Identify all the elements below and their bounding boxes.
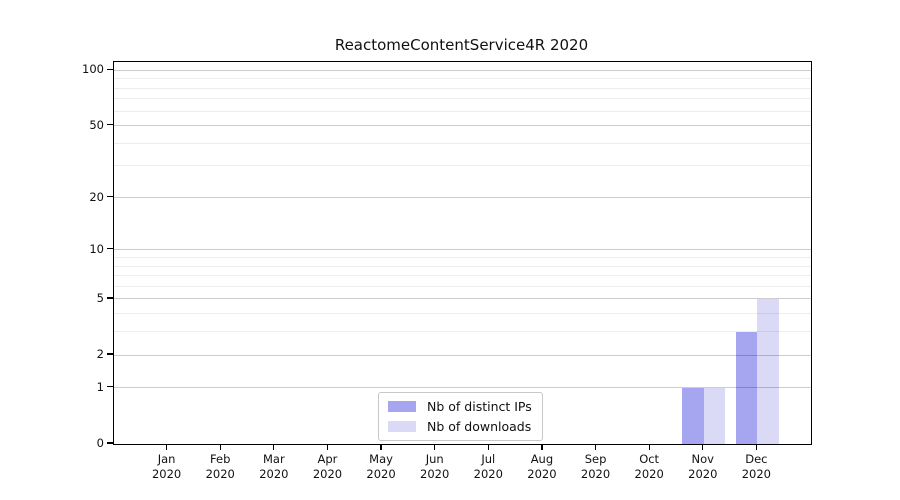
legend-swatch xyxy=(388,401,416,412)
bar-downloads-nov xyxy=(703,387,726,444)
x-axis-tick-mark xyxy=(380,444,382,450)
x-axis-tick-label: Dec 2020 xyxy=(741,452,772,481)
x-axis-tick-label: Sep 2020 xyxy=(580,452,611,481)
gridline-minor-30 xyxy=(114,165,811,167)
y-axis-tick-label: 10 xyxy=(89,241,104,256)
y-axis-tick-mark xyxy=(107,386,113,388)
gridline-major-10 xyxy=(114,249,811,251)
x-axis-tick-mark xyxy=(594,444,597,450)
y-axis-tick-label: 2 xyxy=(96,347,104,362)
x-axis-tick-label: Jan 2020 xyxy=(151,452,182,481)
y-axis-tick-mark xyxy=(107,248,113,250)
legend-label: Nb of downloads xyxy=(427,419,532,434)
gridline-major-20 xyxy=(114,197,811,199)
x-axis-tick-label: Mar 2020 xyxy=(259,452,289,481)
x-axis-tick-mark xyxy=(166,444,168,450)
gridline-minor-70 xyxy=(114,98,811,100)
gridline-minor-8 xyxy=(114,265,811,267)
gridline-major-2 xyxy=(114,354,811,356)
x-axis-tick-mark xyxy=(755,444,757,450)
x-axis-tick-mark xyxy=(273,444,275,450)
gridline-major-1 xyxy=(114,387,811,389)
x-axis-tick-label: Nov 2020 xyxy=(688,452,718,481)
x-axis-tick-label: May 2020 xyxy=(366,452,396,481)
y-axis-tick-label: 0 xyxy=(96,436,104,450)
x-axis-tick-label: Feb 2020 xyxy=(205,452,235,481)
y-axis-tick-label: 1 xyxy=(96,379,104,394)
x-axis-tick-mark xyxy=(541,444,543,450)
x-axis-tick-mark xyxy=(702,444,704,450)
x-axis-tick-label: Oct 2020 xyxy=(634,452,664,481)
gridline-minor-3 xyxy=(114,331,811,333)
y-axis-tick-mark xyxy=(107,68,113,70)
bar-downloads-dec xyxy=(757,298,779,444)
bar-distinct-ips-nov xyxy=(682,387,704,444)
chart-title: ReactomeContentService4R 2020 xyxy=(334,36,589,54)
gridline-minor-6 xyxy=(114,285,811,287)
x-axis-tick-label: Jun 2020 xyxy=(420,452,450,481)
legend: Nb of distinct IPs Nb of downloads xyxy=(378,392,543,441)
gridline-major-100 xyxy=(114,69,811,71)
gridline-minor-60 xyxy=(114,110,811,112)
gridline-major-50 xyxy=(114,125,811,127)
y-axis-tick-label: 5 xyxy=(96,290,104,305)
y-axis-tick-label: 50 xyxy=(89,117,104,132)
gridline-minor-80 xyxy=(114,87,811,89)
y-axis-tick-mark xyxy=(107,297,113,299)
gridline-minor-7 xyxy=(114,275,811,277)
x-axis-tick-mark xyxy=(487,444,489,450)
x-axis-tick-label: Jul 2020 xyxy=(473,452,503,481)
gridline-minor-40 xyxy=(114,142,811,144)
legend-item: Nb of downloads xyxy=(388,419,532,434)
legend-swatch xyxy=(388,421,416,432)
x-axis-tick-mark xyxy=(648,444,650,450)
gridline-minor-9 xyxy=(114,257,811,259)
gridline-minor-90 xyxy=(114,78,811,80)
x-axis-tick-mark xyxy=(434,444,436,450)
plot-area: Nb of distinct IPs Nb of downloads xyxy=(113,61,812,445)
x-axis-tick-mark xyxy=(219,444,221,450)
y-axis-tick-label: 20 xyxy=(89,189,104,204)
x-axis-tick-mark xyxy=(326,444,329,450)
y-axis-tick-mark xyxy=(107,442,113,444)
y-axis-tick-mark xyxy=(107,124,113,126)
legend-label: Nb of distinct IPs xyxy=(427,399,532,414)
y-axis-tick-mark xyxy=(107,353,113,355)
bar-distinct-ips-dec xyxy=(735,331,758,444)
x-axis-tick-label: Aug 2020 xyxy=(527,452,557,481)
legend-item: Nb of distinct IPs xyxy=(388,399,532,414)
y-axis-tick-mark xyxy=(107,195,113,198)
y-axis-tick-label: 100 xyxy=(82,62,104,77)
gridline-major-5 xyxy=(114,298,811,300)
x-axis-tick-label: Apr 2020 xyxy=(312,452,343,481)
gridline-minor-4 xyxy=(114,313,811,315)
